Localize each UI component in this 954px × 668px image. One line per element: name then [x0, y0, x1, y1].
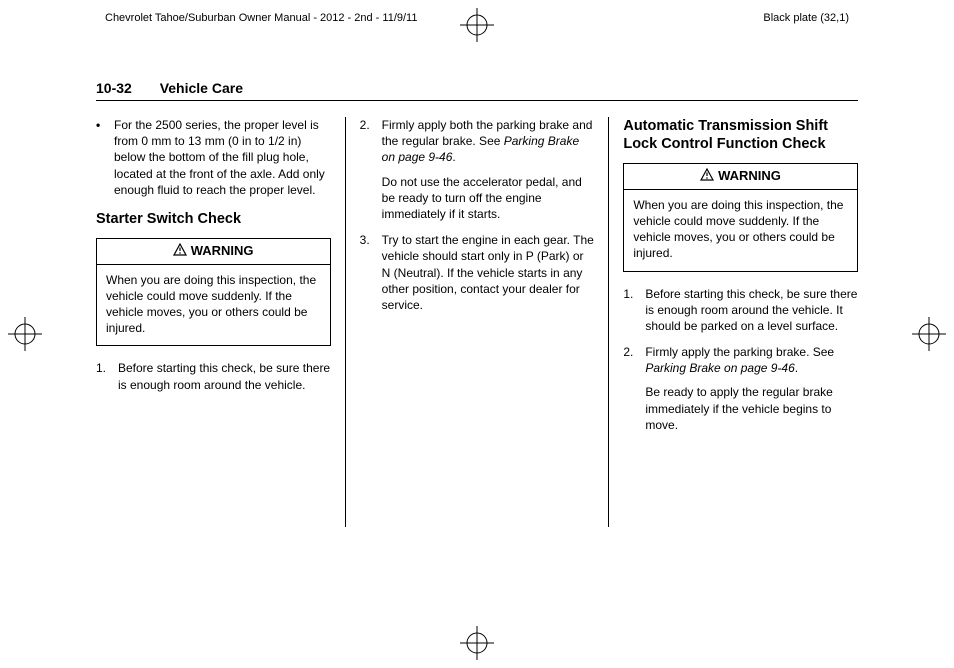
column-1: • For the 2500 series, the proper level … [96, 117, 345, 527]
list-item: 2. Firmly apply the parking brake. See P… [623, 344, 858, 433]
bullet-dot-icon: • [96, 117, 114, 198]
warning-body: When you are doing this inspection, the … [624, 190, 857, 271]
crop-mark-top [460, 8, 494, 42]
column-3: Automatic Transmission Shift Lock Contro… [609, 117, 858, 527]
list-item: 1. Before starting this check, be sure t… [96, 360, 331, 392]
bullet-text: For the 2500 series, the proper level is… [114, 117, 331, 198]
list-item: 1. Before starting this check, be sure t… [623, 286, 858, 335]
print-header-left: Chevrolet Tahoe/Suburban Owner Manual - … [105, 12, 417, 24]
crop-mark-right [912, 317, 946, 351]
heading-starter-switch: Starter Switch Check [96, 210, 331, 228]
warning-box: WARNING When you are doing this inspecti… [96, 238, 331, 346]
crop-mark-left [8, 317, 42, 351]
columns: • For the 2500 series, the proper level … [96, 117, 858, 527]
step-text: Firmly apply the parking brake. See Park… [645, 344, 858, 376]
step-text: Try to start the engine in each gear. Th… [382, 232, 595, 313]
warning-header: WARNING [624, 164, 857, 190]
list-item: 2. Firmly apply both the parking brake a… [360, 117, 595, 222]
crop-mark-bottom [460, 626, 494, 660]
warning-label: WARNING [191, 243, 254, 258]
page-title: Vehicle Care [160, 80, 243, 96]
column-2: 2. Firmly apply both the parking brake a… [346, 117, 609, 527]
content-area: 10-32 Vehicle Care • For the 2500 series… [96, 80, 858, 608]
warning-label: WARNING [718, 168, 781, 183]
warning-triangle-icon [700, 168, 714, 186]
print-header-right: Black plate (32,1) [763, 12, 849, 24]
step-number: 2. [623, 344, 645, 433]
step-text: Before starting this check, be sure ther… [118, 360, 331, 392]
cross-ref: Parking Brake on page 9-46 [645, 361, 794, 375]
step-text: Firmly apply both the parking brake and … [382, 117, 595, 166]
warning-triangle-icon [173, 243, 187, 261]
list-item: 3. Try to start the engine in each gear.… [360, 232, 595, 313]
step-text: Be ready to apply the regular brake imme… [645, 384, 858, 433]
step-number: 2. [360, 117, 382, 222]
warning-box: WARNING When you are doing this inspecti… [623, 163, 858, 271]
step-number: 1. [623, 286, 645, 335]
step-number: 1. [96, 360, 118, 392]
step-body: Firmly apply the parking brake. See Park… [645, 344, 858, 433]
bullet-item: • For the 2500 series, the proper level … [96, 117, 331, 198]
page-header: 10-32 Vehicle Care [96, 80, 858, 101]
page-number: 10-32 [96, 80, 132, 96]
warning-body: When you are doing this inspection, the … [97, 265, 330, 346]
step-text: Do not use the accelerator pedal, and be… [382, 174, 595, 223]
step-text: Before starting this check, be sure ther… [645, 286, 858, 335]
heading-auto-trans: Automatic Transmission Shift Lock Contro… [623, 117, 858, 153]
step-number: 3. [360, 232, 382, 313]
step-body: Firmly apply both the parking brake and … [382, 117, 595, 222]
warning-header: WARNING [97, 239, 330, 265]
